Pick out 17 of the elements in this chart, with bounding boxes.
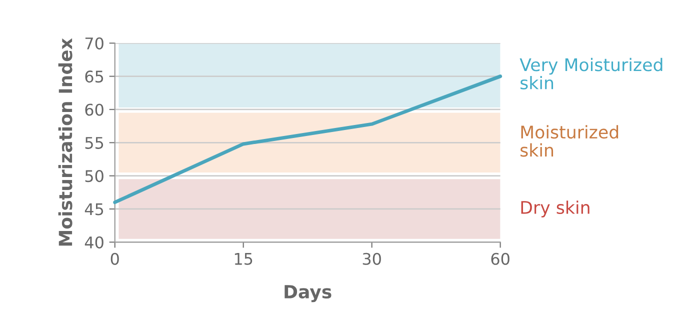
x-tick-label: 0: [110, 252, 119, 265]
y-tick-label: 70: [85, 37, 104, 50]
band-label: Dry skin: [521, 200, 590, 218]
y-tick-label: 40: [84, 236, 104, 248]
band-label: Moisturized skin: [520, 125, 618, 157]
y-tick-label: 45: [84, 203, 104, 216]
y-tick-label: 50: [85, 170, 104, 182]
band-label: Very Moisturized skin: [520, 58, 662, 90]
x-tick-label: 15: [234, 253, 252, 265]
x-axis-title: Days: [284, 285, 332, 302]
line-series: [113, 74, 502, 204]
y-tick-label: 60: [85, 104, 104, 116]
x-tick-label: 30: [362, 252, 381, 265]
y-tick-label: 65: [85, 70, 104, 83]
x-tick-label: 60: [491, 252, 510, 265]
y-axis-title: Moisturization Index: [58, 38, 72, 246]
y-tick-label: 55: [85, 137, 104, 149]
